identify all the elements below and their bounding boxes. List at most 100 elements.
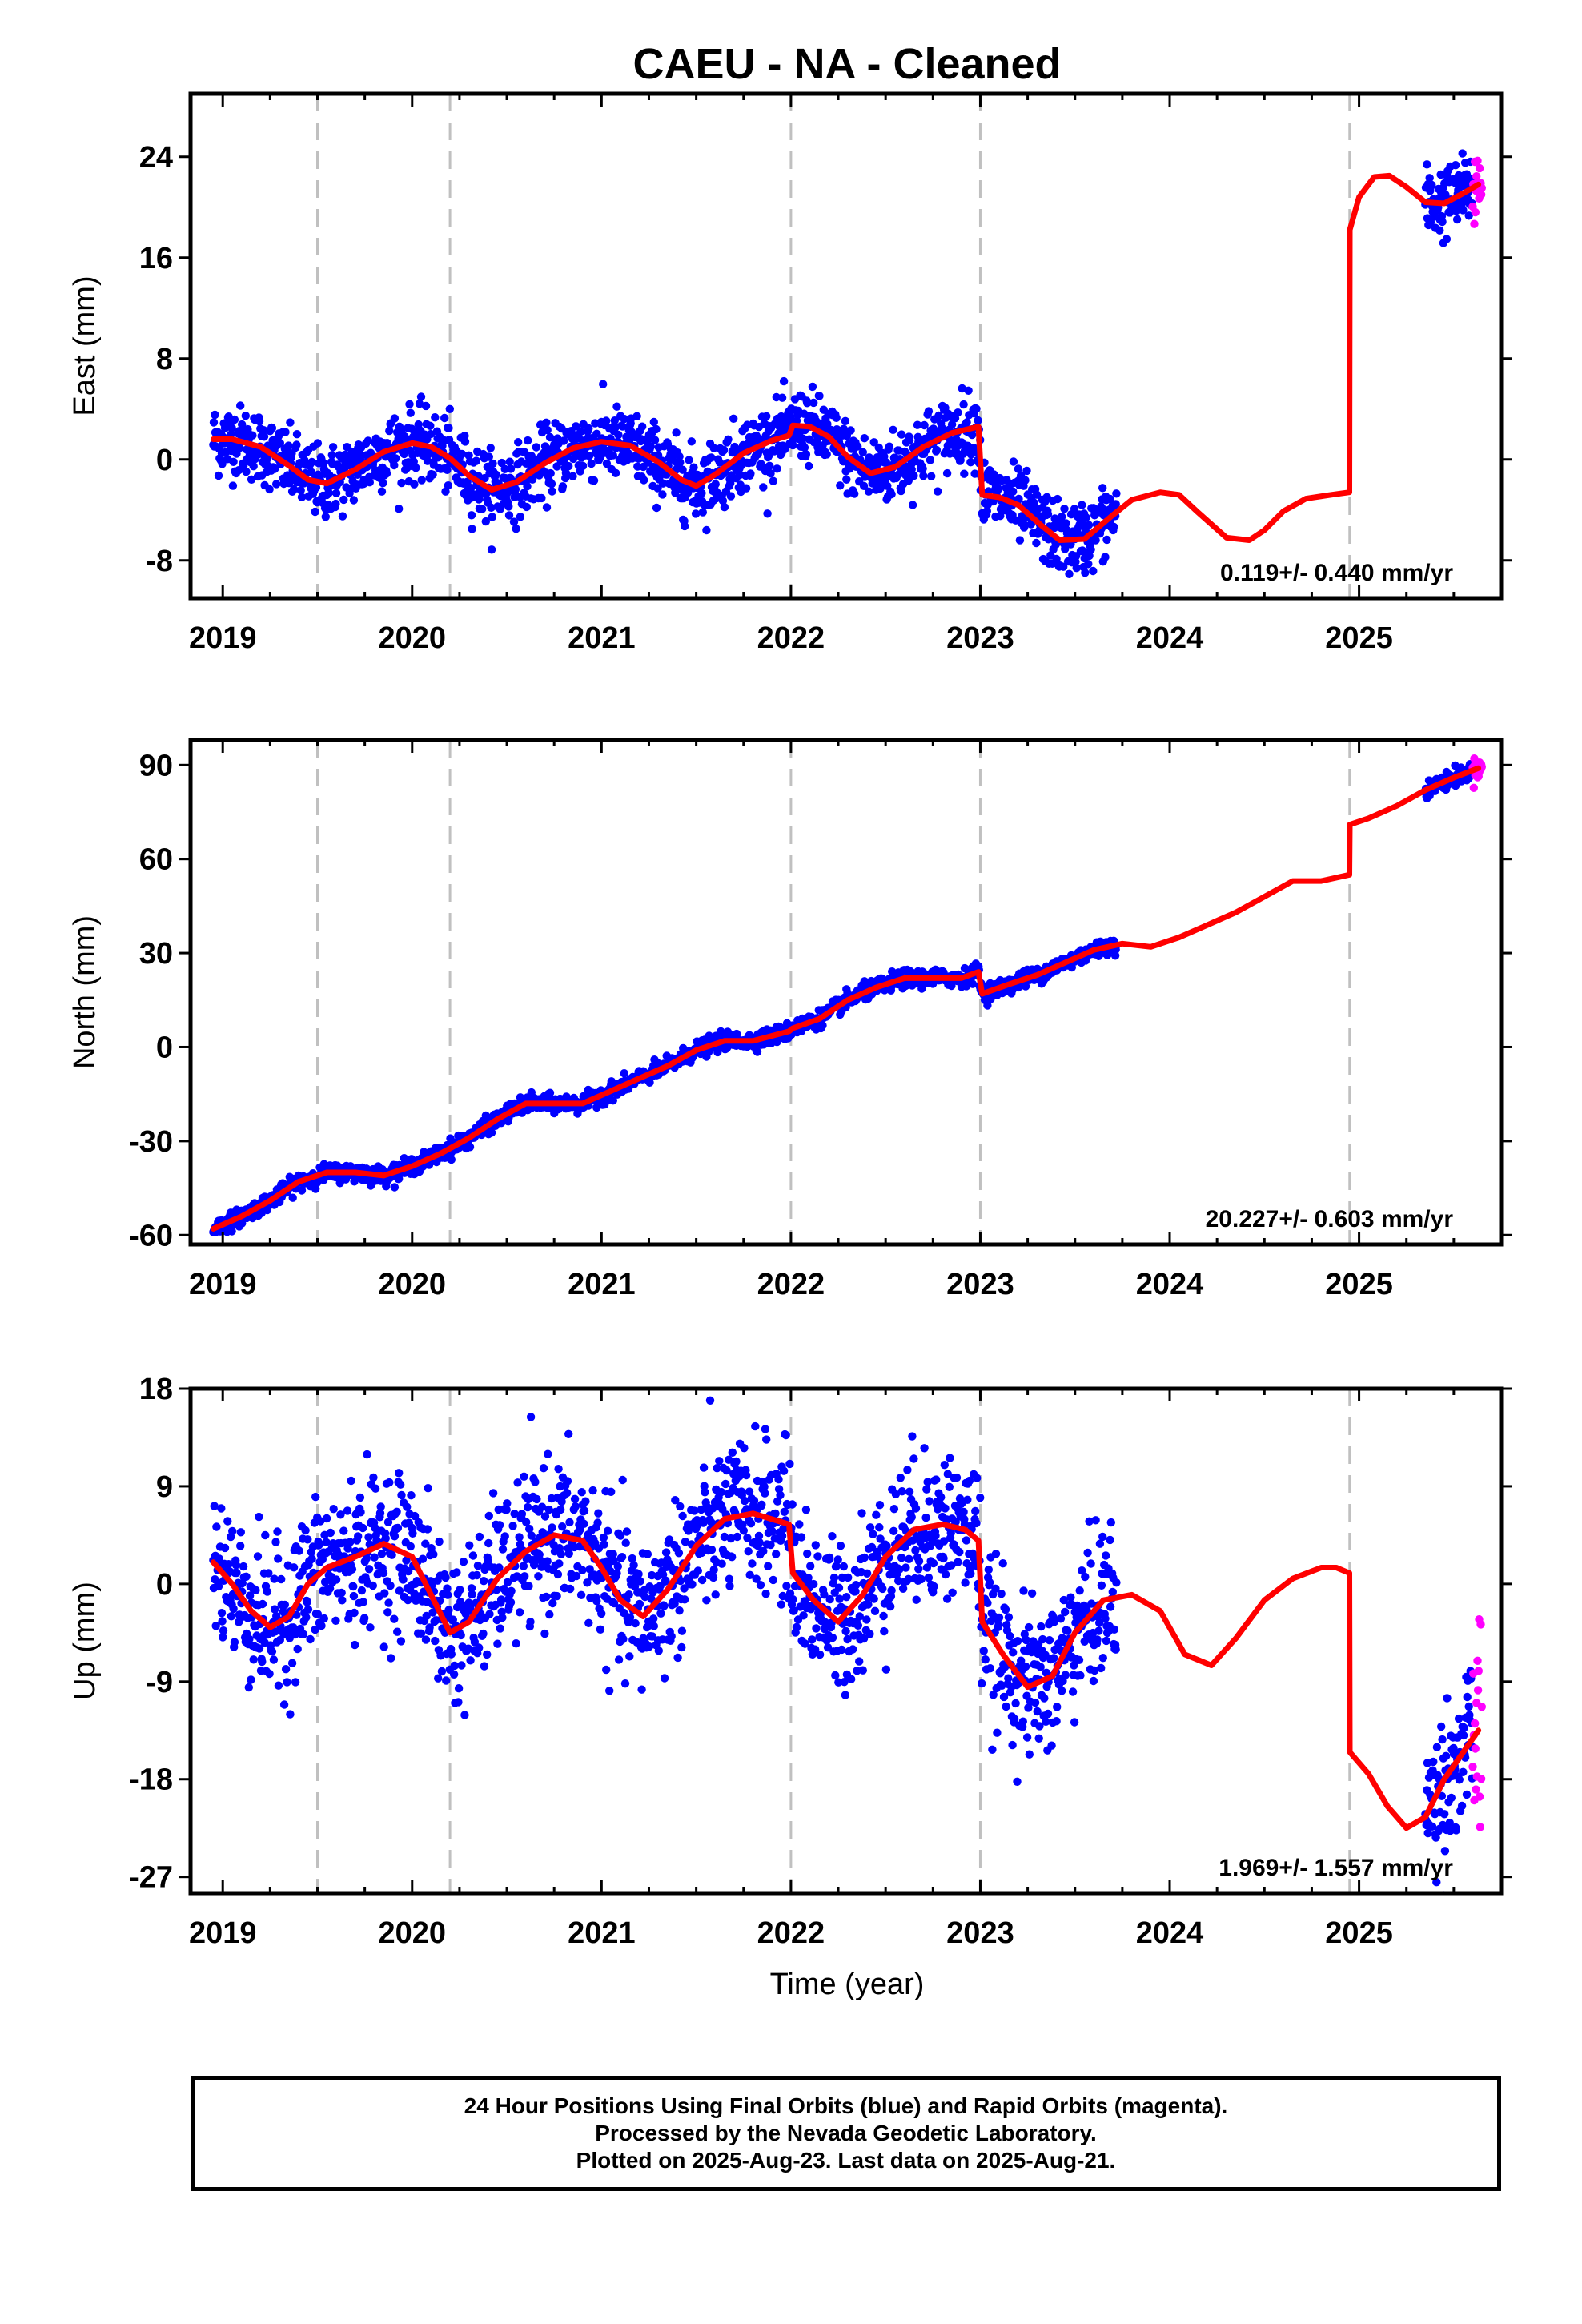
up-final-point (355, 1493, 365, 1502)
east-final-point (488, 513, 496, 521)
up-final-point (286, 1710, 295, 1719)
up-final-point (281, 1665, 291, 1674)
up-final-point (596, 1625, 605, 1634)
east-final-point (610, 416, 619, 425)
up-final-point (396, 1480, 405, 1489)
east-final-point (463, 477, 472, 486)
east-final-point (1053, 494, 1062, 504)
up-final-point (576, 1590, 586, 1600)
up-final-point (715, 1457, 724, 1466)
up-final-point (554, 1465, 563, 1474)
up-final-point (688, 1580, 697, 1589)
up-final-point (613, 1562, 622, 1571)
east-final-point (689, 463, 698, 472)
east-final-point (1081, 569, 1090, 577)
up-final-point (600, 1540, 608, 1549)
up-final-point (515, 1533, 524, 1542)
east-final-point (248, 431, 257, 440)
up-final-point (674, 1549, 684, 1558)
east-final-point (803, 399, 812, 408)
east-final-point (488, 459, 497, 468)
east-final-point (1009, 487, 1018, 496)
east-final-point (522, 502, 531, 512)
east-final-point (729, 414, 738, 423)
east-final-point (1022, 466, 1031, 476)
up-final-point (543, 1557, 552, 1566)
up-final-point (280, 1600, 289, 1610)
up-final-point (269, 1655, 279, 1664)
up-final-point (597, 1609, 606, 1618)
east-final-point (612, 402, 621, 411)
up-final-point (828, 1532, 837, 1541)
up-final-point (337, 1588, 346, 1598)
east-final-point (850, 489, 859, 498)
east-final-point (1451, 161, 1460, 170)
up-final-point (363, 1449, 371, 1459)
up-final-point (825, 1594, 834, 1604)
up-final-point (545, 1610, 554, 1619)
east-final-point (1106, 494, 1114, 504)
east-final-point (431, 413, 440, 422)
up-final-point (466, 1656, 475, 1665)
up-final-point (711, 1590, 720, 1599)
up-final-point (387, 1654, 396, 1663)
north-y-tick-label: 30 (139, 937, 173, 971)
east-final-point (691, 509, 701, 518)
east-final-point (934, 487, 942, 496)
east-final-point (457, 449, 467, 459)
east-final-point (994, 485, 1002, 494)
up-final-point (396, 1637, 406, 1646)
north-final-point (753, 1047, 762, 1056)
up-final-point (406, 1542, 415, 1551)
up-final-point (636, 1577, 644, 1586)
east-final-point (918, 464, 927, 473)
up-final-point (789, 1595, 797, 1604)
up-final-point (553, 1570, 563, 1579)
up-final-point (721, 1479, 730, 1489)
up-final-point (383, 1608, 392, 1617)
east-final-point (635, 454, 644, 463)
east-final-point (697, 489, 706, 497)
east-final-point (395, 505, 404, 513)
up-final-point (441, 1573, 450, 1582)
east-final-point (259, 432, 269, 441)
north-x-tick-label: 2019 (189, 1268, 257, 1301)
up-final-point (350, 1608, 359, 1618)
up-final-point (565, 1518, 574, 1527)
up-final-point (456, 1586, 464, 1594)
up-final-point (371, 1484, 380, 1493)
up-final-point (593, 1518, 602, 1527)
up-final-point (534, 1572, 543, 1581)
east-data-area (209, 149, 1487, 578)
up-final-point (472, 1570, 481, 1580)
east-final-point (339, 495, 348, 505)
east-final-point (265, 485, 274, 494)
east-final-point (1423, 160, 1431, 169)
east-final-point (947, 420, 957, 429)
east-final-point (726, 479, 735, 488)
up-final-point (751, 1421, 760, 1431)
east-final-point (927, 472, 936, 480)
up-final-point (835, 1594, 844, 1603)
east-final-point (428, 470, 437, 479)
north-x-tick-label: 2024 (1136, 1268, 1204, 1301)
east-final-point (1438, 217, 1447, 227)
north-x-tick-label: 2025 (1325, 1268, 1393, 1301)
up-final-point (693, 1566, 702, 1575)
east-final-point (542, 418, 551, 427)
north-final-point (447, 1155, 456, 1164)
east-final-point (779, 376, 789, 386)
east-final-point (506, 464, 516, 473)
east-final-point (954, 408, 962, 417)
up-final-point (552, 1591, 561, 1601)
east-final-point (762, 412, 771, 420)
up-final-point (484, 1538, 493, 1548)
east-final-point (687, 437, 696, 446)
up-final-point (631, 1618, 640, 1628)
east-final-point (897, 430, 906, 439)
east-final-point (809, 398, 818, 408)
north-rate-annotation: 20.227+/- 0.603 mm/yr (1206, 1206, 1454, 1232)
up-final-point (705, 1396, 715, 1405)
up-final-point (531, 1478, 540, 1486)
east-final-point (561, 468, 571, 477)
